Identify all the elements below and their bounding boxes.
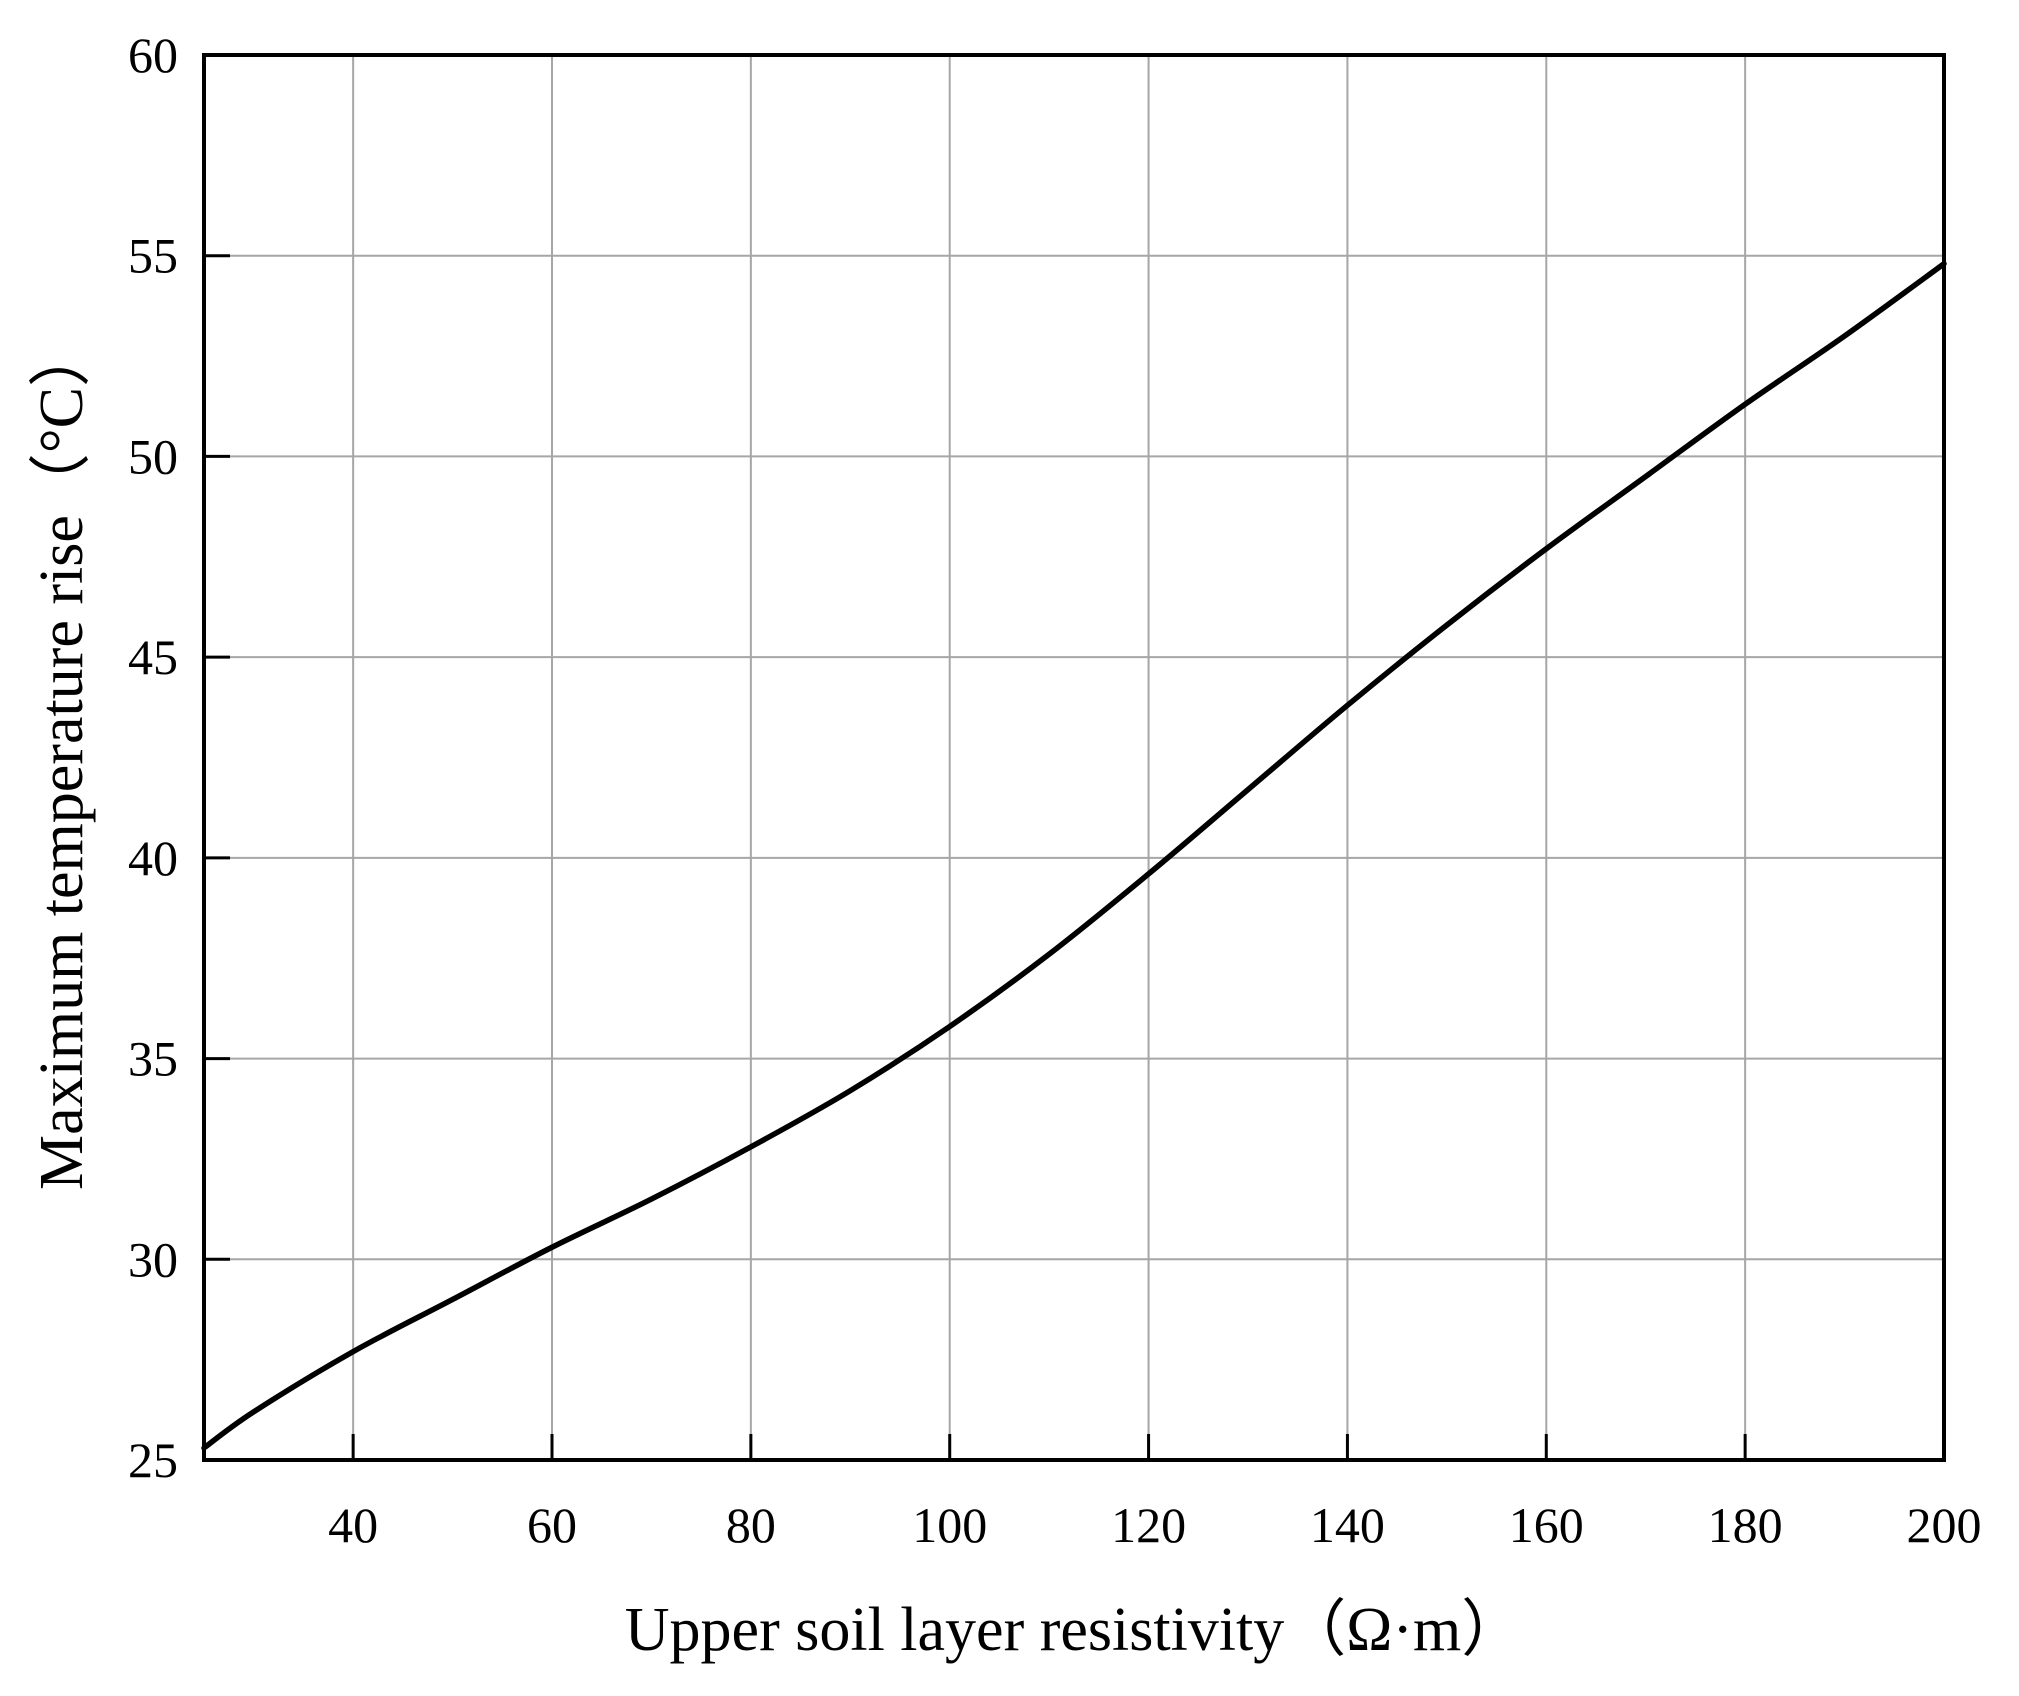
x-tick-label: 80 xyxy=(726,1497,776,1553)
series-layer xyxy=(201,260,1947,1451)
x-tick-label: 200 xyxy=(1907,1497,1982,1553)
plot-frame xyxy=(202,53,1946,1462)
x-axis-title: Upper soil layer resistivity（Ω·m） xyxy=(625,1596,1523,1664)
y-tick-label: 25 xyxy=(128,1432,178,1488)
x-tick-label: 160 xyxy=(1509,1497,1584,1553)
grid xyxy=(204,55,1944,1460)
y-tick-label: 60 xyxy=(128,27,178,83)
y-tick-label: 55 xyxy=(128,228,178,284)
y-tick-label: 45 xyxy=(128,629,178,685)
series-line xyxy=(201,260,1947,1451)
y-tick-label: 40 xyxy=(128,830,178,886)
ticks xyxy=(204,53,1946,1462)
x-tick-label: 140 xyxy=(1310,1497,1385,1553)
x-tick-label: 120 xyxy=(1111,1497,1186,1553)
y-tick-label: 35 xyxy=(128,1031,178,1087)
tick-labels: 40 60 80 100 120 140 160 180 200 25 30 35 40 45 50 55 60 xyxy=(128,27,1982,1553)
y-tick-label: 50 xyxy=(128,428,178,484)
x-tick-label: 60 xyxy=(527,1497,577,1553)
x-tick-label: 100 xyxy=(912,1497,987,1553)
y-tick-label: 30 xyxy=(128,1231,178,1287)
y-axis-title: Maximum temperature rise（°C） xyxy=(28,325,96,1190)
x-tick-label: 180 xyxy=(1708,1497,1783,1553)
x-tick-label: 40 xyxy=(328,1497,378,1553)
